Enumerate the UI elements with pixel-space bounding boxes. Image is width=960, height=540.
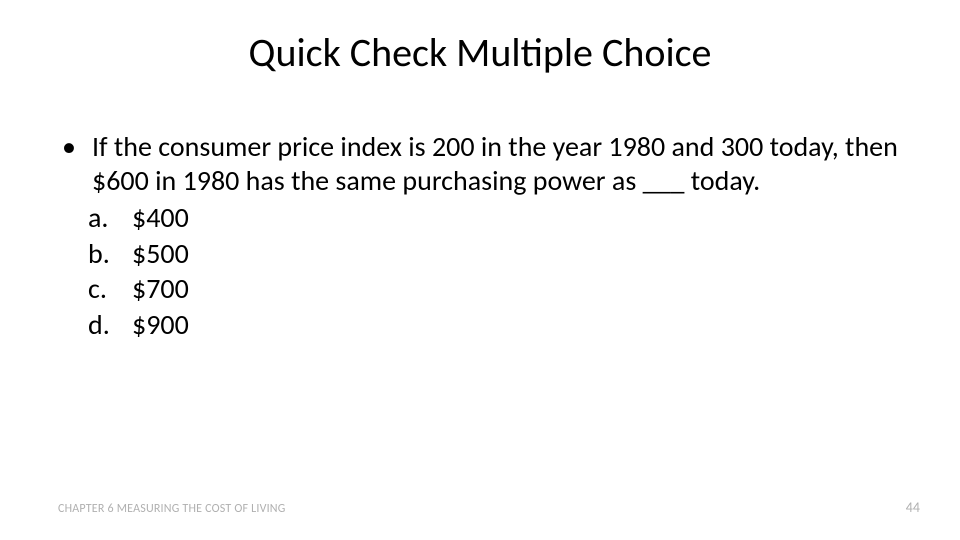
option-text: $700 <box>122 272 908 306</box>
option-text: $500 <box>122 237 908 271</box>
option-d: d. $900 <box>58 308 908 342</box>
option-marker: d. <box>58 308 122 342</box>
option-text: $400 <box>122 201 908 235</box>
option-marker: b. <box>58 237 122 271</box>
question-text: If the consumer price index is 200 in th… <box>92 130 908 197</box>
footer-page-number: 44 <box>906 499 920 516</box>
option-c: c. $700 <box>58 272 908 306</box>
option-text: $900 <box>122 308 908 342</box>
question-row: • If the consumer price index is 200 in … <box>58 130 908 197</box>
option-marker: c. <box>58 272 122 306</box>
bullet-icon: • <box>58 130 92 164</box>
slide-title: Quick Check Multiple Choice <box>0 28 960 77</box>
footer-chapter: CHAPTER 6 MEASURING THE COST OF LIVING <box>58 502 286 516</box>
option-b: b. $500 <box>58 237 908 271</box>
slide: Quick Check Multiple Choice • If the con… <box>0 0 960 540</box>
option-a: a. $400 <box>58 201 908 235</box>
slide-body: • If the consumer price index is 200 in … <box>58 130 908 344</box>
option-marker: a. <box>58 201 122 235</box>
